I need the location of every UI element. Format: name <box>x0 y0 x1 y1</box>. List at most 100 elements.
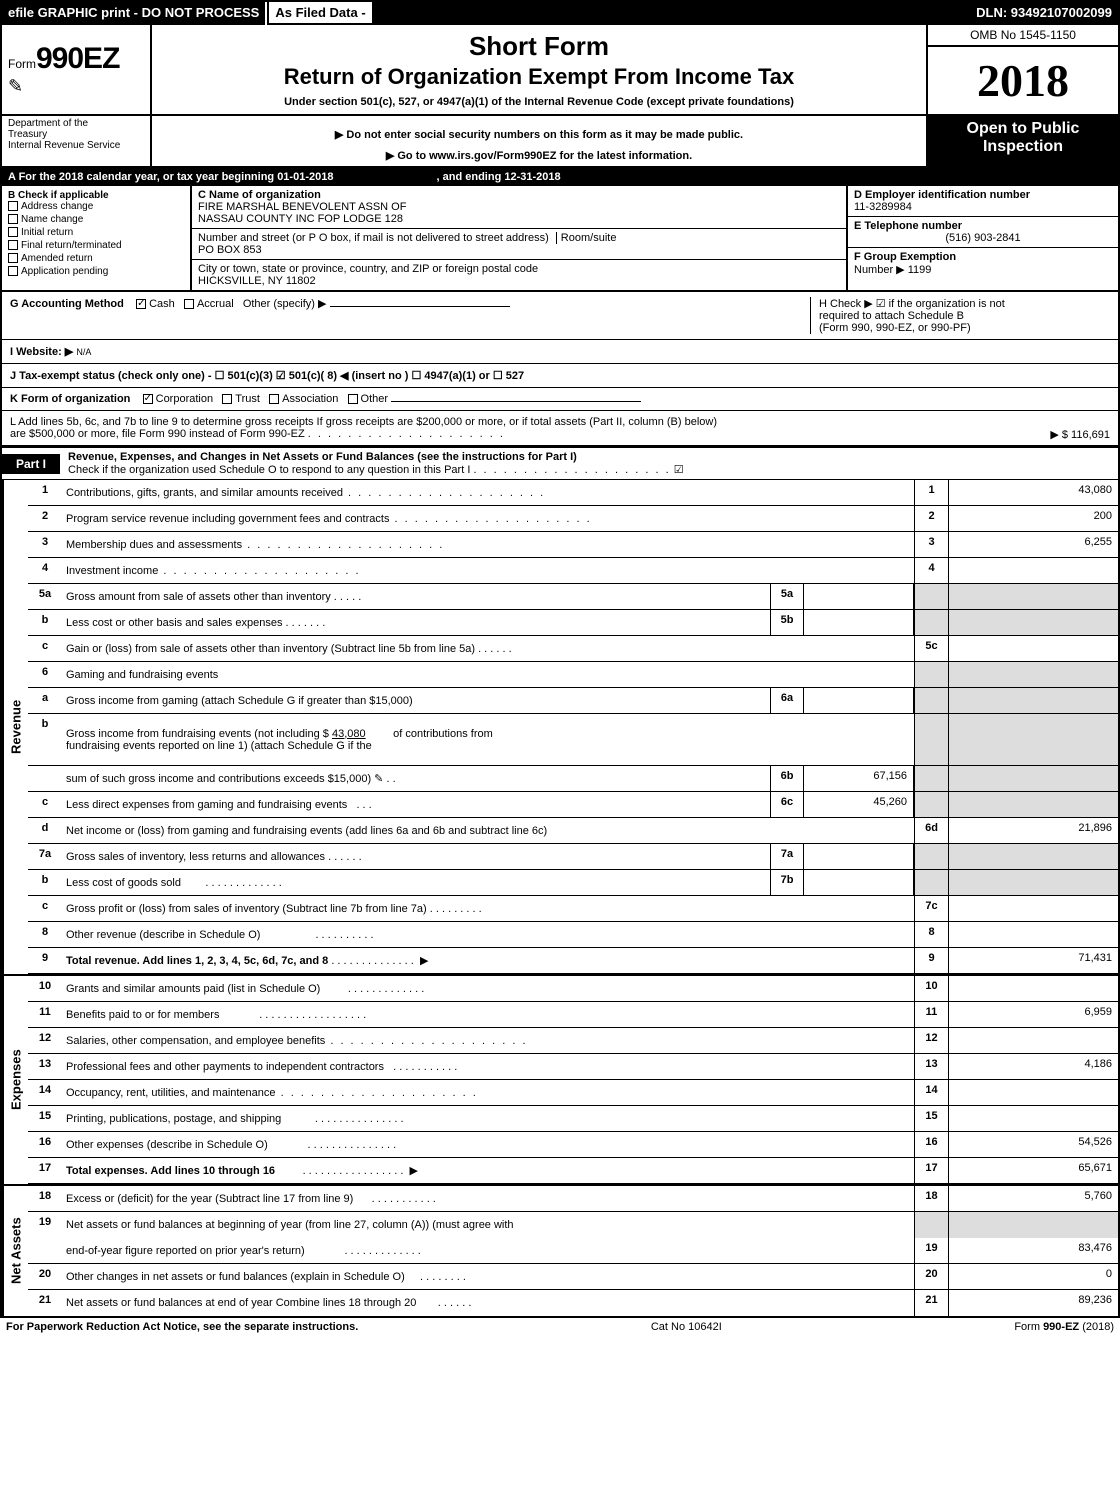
dept-line1: Department of the <box>8 118 144 129</box>
top-bar: efile GRAPHIC print - DO NOT PROCESS As … <box>2 2 1118 25</box>
f-group-block: F Group Exemption Number ▶ 1199 <box>848 248 1118 279</box>
form-prefix: Form <box>8 57 36 71</box>
line-14-desc: Occupancy, rent, utilities, and maintena… <box>66 1087 478 1099</box>
i-label: I Website: ▶ <box>10 346 73 358</box>
chk-accrual[interactable]: Accrual <box>184 298 234 310</box>
section-b-checkboxes: B Check if applicable Address change Nam… <box>2 186 192 290</box>
as-filed-label: As Filed Data - <box>267 2 373 25</box>
line-6-val-shade <box>948 662 1118 687</box>
line-7b-subval <box>804 870 914 895</box>
line-19-part1: 19 Net assets or fund balances at beginn… <box>28 1212 1118 1238</box>
line-13: 13 Professional fees and other payments … <box>28 1054 1118 1080</box>
chk-amended-return[interactable]: Amended return <box>8 253 184 264</box>
instructions-box: ▶ Do not enter social security numbers o… <box>152 116 928 166</box>
def-column: D Employer identification number 11-3289… <box>848 186 1118 290</box>
footer-right: Form 990-EZ (2018) <box>1014 1321 1114 1333</box>
part1-checked[interactable]: ☑ <box>674 464 684 476</box>
line-1-desc: Contributions, gifts, grants, and simila… <box>66 487 545 499</box>
line-15-ref: 15 <box>914 1106 948 1131</box>
line-6b-part2: sum of such gross income and contributio… <box>28 766 1118 792</box>
footer-row: For Paperwork Reduction Act Notice, see … <box>0 1318 1120 1336</box>
line-6a-ref-shade <box>914 688 948 713</box>
chk-trust[interactable]: Trust <box>222 393 260 405</box>
line-7a-subval <box>804 844 914 869</box>
line-14: 14 Occupancy, rent, utilities, and maint… <box>28 1080 1118 1106</box>
line-5a-desc: Gross amount from sale of assets other t… <box>66 591 331 603</box>
line-5a-subval <box>804 584 914 609</box>
room-suite-label: Room/suite <box>556 232 617 244</box>
chk-name-change[interactable]: Name change <box>8 214 184 225</box>
line-5a: 5a Gross amount from sale of assets othe… <box>28 584 1118 610</box>
goto-link[interactable]: ▶ Go to www.irs.gov/Form990EZ for the la… <box>156 149 922 162</box>
chk-other-org[interactable]: Other <box>348 393 389 405</box>
line-12-val <box>948 1028 1118 1053</box>
line-6: 6 Gaming and fundraising events <box>28 662 1118 688</box>
line-10-ref: 10 <box>914 976 948 1001</box>
line-11: 11 Benefits paid to or for members . . .… <box>28 1002 1118 1028</box>
line-2-ref: 2 <box>914 506 948 531</box>
line-5b-ref-shade <box>914 610 948 635</box>
footer-mid: Cat No 10642I <box>358 1321 1014 1333</box>
b-heading: B Check if applicable <box>8 190 184 201</box>
line-7c-val <box>948 896 1118 921</box>
line-16: 16 Other expenses (describe in Schedule … <box>28 1132 1118 1158</box>
org-city: HICKSVILLE, NY 11802 <box>198 275 840 287</box>
line-8: 8 Other revenue (describe in Schedule O)… <box>28 922 1118 948</box>
line-6c-sub: 6c <box>770 792 804 817</box>
chk-association[interactable]: Association <box>269 393 338 405</box>
line-7b-sub: 7b <box>770 870 804 895</box>
line-4: 4 Investment income 4 <box>28 558 1118 584</box>
chk-final-return[interactable]: Final return/terminated <box>8 240 184 251</box>
k-row: K Form of organization Corporation Trust… <box>2 388 1118 411</box>
d-heading: D Employer identification number <box>854 189 1112 201</box>
line-6-ref-shade <box>914 662 948 687</box>
line-13-desc: Professional fees and other payments to … <box>66 1061 384 1073</box>
l-text1: L Add lines 5b, 6c, and 7b to line 9 to … <box>10 416 1110 428</box>
form-number: 990EZ <box>36 42 119 75</box>
chk-corporation[interactable]: Corporation <box>143 393 213 405</box>
chk-cash[interactable]: Cash <box>136 298 175 310</box>
org-name-1: FIRE MARSHAL BENEVOLENT ASSN OF <box>198 201 840 213</box>
line-21-val: 89,236 <box>948 1290 1118 1316</box>
line-9-ref: 9 <box>914 948 948 973</box>
line-8-val <box>948 922 1118 947</box>
line-19-desc2: end-of-year figure reported on prior yea… <box>66 1245 305 1257</box>
line-21: 21 Net assets or fund balances at end of… <box>28 1290 1118 1316</box>
expenses-lines: 10 Grants and similar amounts paid (list… <box>28 976 1118 1184</box>
k-label: K Form of organization <box>10 393 130 405</box>
line-13-ref: 13 <box>914 1054 948 1079</box>
i-row: I Website: ▶ N/A <box>2 340 1118 364</box>
line-5b-val-shade <box>948 610 1118 635</box>
line-9-desc: Total revenue. Add lines 1, 2, 3, 4, 5c,… <box>66 955 328 967</box>
line-14-val <box>948 1080 1118 1105</box>
line-6b-ref-shade2 <box>914 766 948 791</box>
j-row: J Tax-exempt status (check only one) - ☐… <box>2 364 1118 388</box>
g-other-blank[interactable] <box>330 306 510 307</box>
header-row: Form990EZ ✎ Short Form Return of Organiz… <box>2 25 1118 116</box>
chk-initial-return[interactable]: Initial return <box>8 227 184 238</box>
line-17-val: 65,671 <box>948 1158 1118 1183</box>
line-6c: c Less direct expenses from gaming and f… <box>28 792 1118 818</box>
line-6c-val-shade <box>948 792 1118 817</box>
line-6b-desc2: of contributions from <box>393 728 493 740</box>
line-7a: 7a Gross sales of inventory, less return… <box>28 844 1118 870</box>
line-5c-desc: Gain or (loss) from sale of assets other… <box>66 643 475 655</box>
line-7a-desc: Gross sales of inventory, less returns a… <box>66 851 325 863</box>
chk-address-change[interactable]: Address change <box>8 201 184 212</box>
form-number-box: Form990EZ ✎ <box>2 25 152 114</box>
e-heading: E Telephone number <box>854 220 1112 232</box>
under-section-text: Under section 501(c), 527, or 4947(a)(1)… <box>160 96 918 108</box>
footer-left: For Paperwork Reduction Act Notice, see … <box>6 1321 358 1333</box>
line-5c-val <box>948 636 1118 661</box>
k-other-blank[interactable] <box>391 401 641 402</box>
chk-application-pending[interactable]: Application pending <box>8 266 184 277</box>
netassets-section: Net Assets 18 Excess or (deficit) for th… <box>2 1184 1118 1316</box>
line-6d: d Net income or (loss) from gaming and f… <box>28 818 1118 844</box>
line-3-val: 6,255 <box>948 532 1118 557</box>
revenue-label: Revenue <box>2 480 28 974</box>
line-4-desc: Investment income <box>66 565 361 577</box>
line-14-ref: 14 <box>914 1080 948 1105</box>
line-11-val: 6,959 <box>948 1002 1118 1027</box>
line-7b-desc: Less cost of goods sold <box>66 877 181 889</box>
line-19-val-shade <box>948 1212 1118 1238</box>
